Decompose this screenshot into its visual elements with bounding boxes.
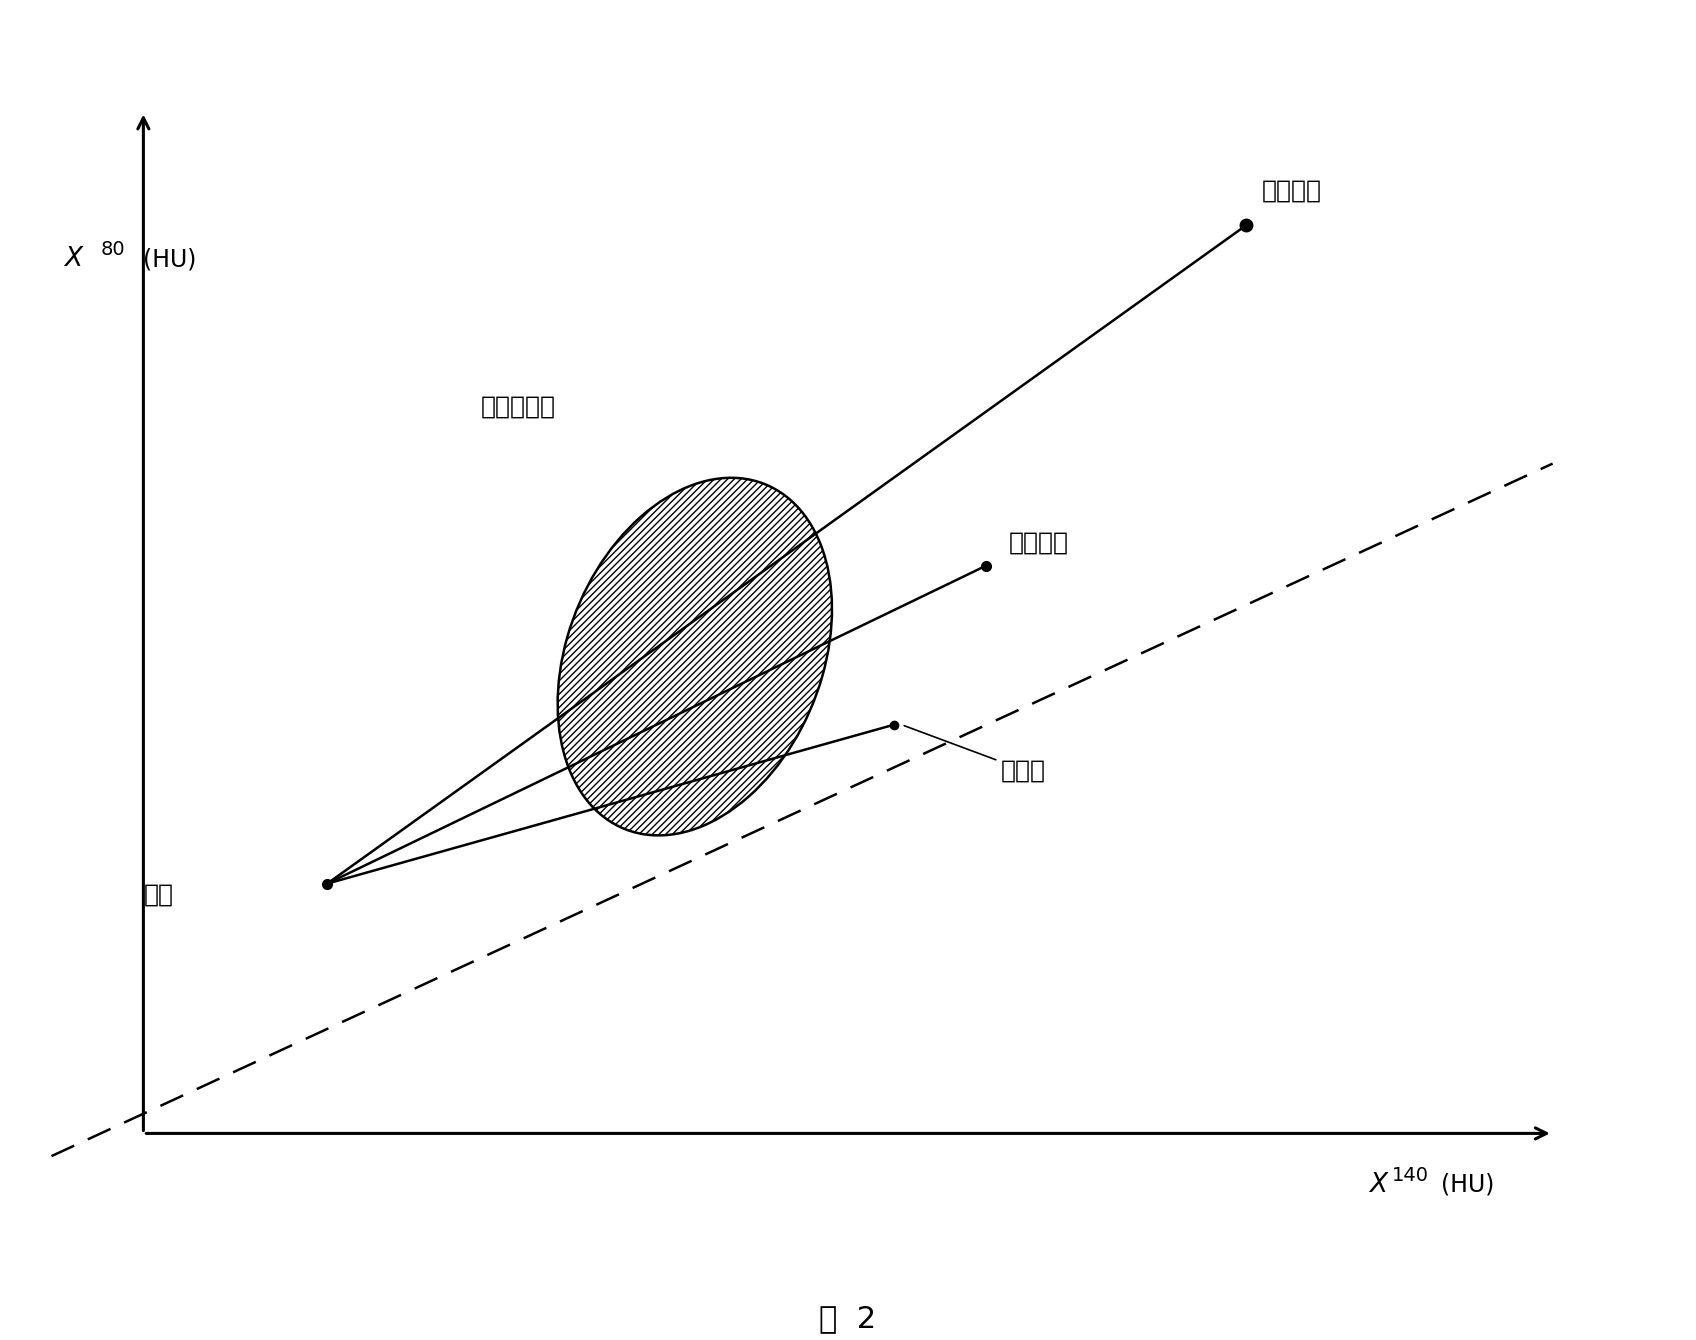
Text: 纯胱胺酸: 纯胱胺酸	[1009, 531, 1068, 555]
Text: (HU): (HU)	[144, 248, 197, 271]
Text: 纯尿酸: 纯尿酸	[904, 726, 1046, 783]
Text: X: X	[64, 247, 81, 272]
Text: 纯草酸馒: 纯草酸馒	[1262, 178, 1321, 202]
Text: (HU): (HU)	[1442, 1172, 1494, 1197]
Text: X: X	[1369, 1171, 1387, 1198]
Text: 小便: 小便	[144, 883, 175, 907]
Text: 140: 140	[1392, 1166, 1428, 1185]
Text: 80: 80	[100, 240, 126, 259]
Text: 真实的结石: 真实的结石	[480, 394, 555, 418]
Ellipse shape	[558, 478, 833, 835]
Text: 图  2: 图 2	[819, 1304, 877, 1333]
